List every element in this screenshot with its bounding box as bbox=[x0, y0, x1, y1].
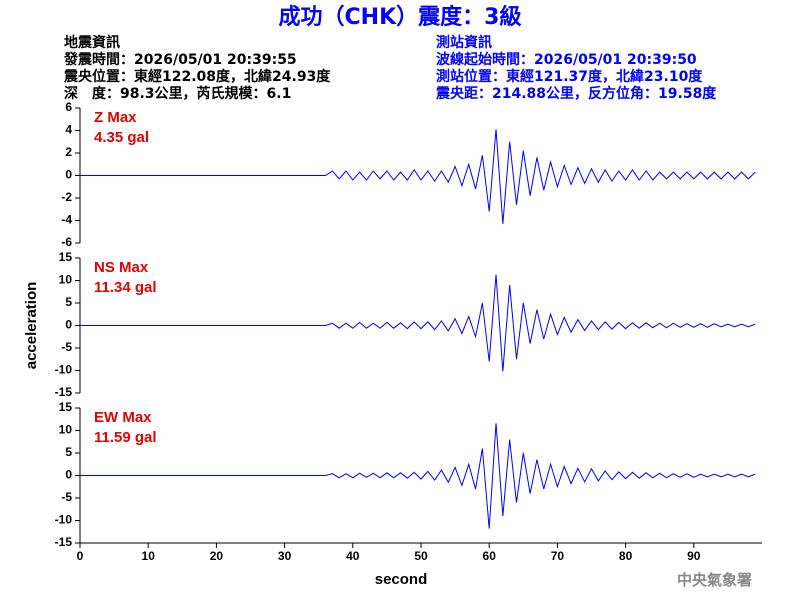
x-tick-label: 70 bbox=[551, 549, 565, 563]
y-tick-label: 2 bbox=[65, 145, 72, 159]
x-tick-label: 80 bbox=[619, 549, 633, 563]
y-tick-label: -10 bbox=[55, 513, 73, 527]
annotation: 11.34 gal bbox=[94, 279, 157, 296]
waveform bbox=[80, 129, 756, 224]
y-tick-label: -5 bbox=[61, 490, 72, 504]
y-tick-label: 10 bbox=[59, 273, 73, 287]
annotation: Z Max bbox=[94, 109, 137, 126]
footer: 中央氣象署 bbox=[677, 571, 752, 589]
annotation: 11.59 gal bbox=[94, 429, 157, 446]
y-tick-label: 6 bbox=[65, 100, 72, 114]
y-tick-label: -15 bbox=[55, 535, 73, 549]
y-tick-label: -5 bbox=[61, 340, 72, 354]
annotation: NS Max bbox=[94, 259, 149, 276]
y-tick-label: -6 bbox=[61, 235, 72, 249]
header-left: 深 度：98.3公里，芮氏規模：6.1 bbox=[64, 85, 291, 102]
header-left: 震央位置：東經122.08度，北緯24.93度 bbox=[63, 68, 331, 85]
header-right: 測站資訊 bbox=[436, 34, 492, 51]
header-left: 發震時間：2026/05/01 20:39:55 bbox=[63, 51, 297, 68]
header-left: 地震資訊 bbox=[64, 34, 120, 51]
y-tick-label: 0 bbox=[65, 168, 72, 182]
y-tick-label: 0 bbox=[65, 468, 72, 482]
header-right: 測站位置：東經121.37度，北緯23.10度 bbox=[436, 68, 703, 85]
waveform bbox=[80, 423, 756, 529]
x-axis-label: second bbox=[375, 571, 428, 588]
y-tick-label: -2 bbox=[61, 190, 72, 204]
chart-title: 成功（CHK）震度：3級 bbox=[279, 4, 522, 30]
annotation: EW Max bbox=[94, 409, 152, 426]
header-right: 震央距：214.88公里，反方位角：19.58度 bbox=[435, 85, 717, 102]
x-tick-label: 30 bbox=[278, 549, 292, 563]
x-tick-label: 60 bbox=[483, 549, 497, 563]
y-tick-label: 4 bbox=[65, 123, 72, 137]
x-tick-label: 20 bbox=[210, 549, 224, 563]
x-tick-label: 50 bbox=[414, 549, 428, 563]
header-right: 波線起始時間：2026/05/01 20:39:50 bbox=[436, 51, 697, 68]
annotation: 4.35 gal bbox=[94, 129, 149, 146]
x-tick-label: 10 bbox=[142, 549, 156, 563]
y-tick-label: -15 bbox=[55, 385, 73, 399]
y-tick-label: 10 bbox=[59, 423, 73, 437]
y-tick-label: 5 bbox=[65, 445, 72, 459]
y-tick-label: 15 bbox=[59, 400, 73, 414]
waveform bbox=[80, 274, 756, 372]
y-axis-label: acceleration bbox=[23, 282, 40, 370]
x-tick-label: 40 bbox=[346, 549, 360, 563]
y-tick-label: 15 bbox=[59, 250, 73, 264]
y-tick-label: -10 bbox=[55, 363, 73, 377]
y-tick-label: -4 bbox=[61, 213, 72, 227]
x-tick-label: 90 bbox=[687, 549, 701, 563]
y-tick-label: 0 bbox=[65, 318, 72, 332]
y-tick-label: 5 bbox=[65, 295, 72, 309]
x-tick-label: 0 bbox=[77, 549, 84, 563]
